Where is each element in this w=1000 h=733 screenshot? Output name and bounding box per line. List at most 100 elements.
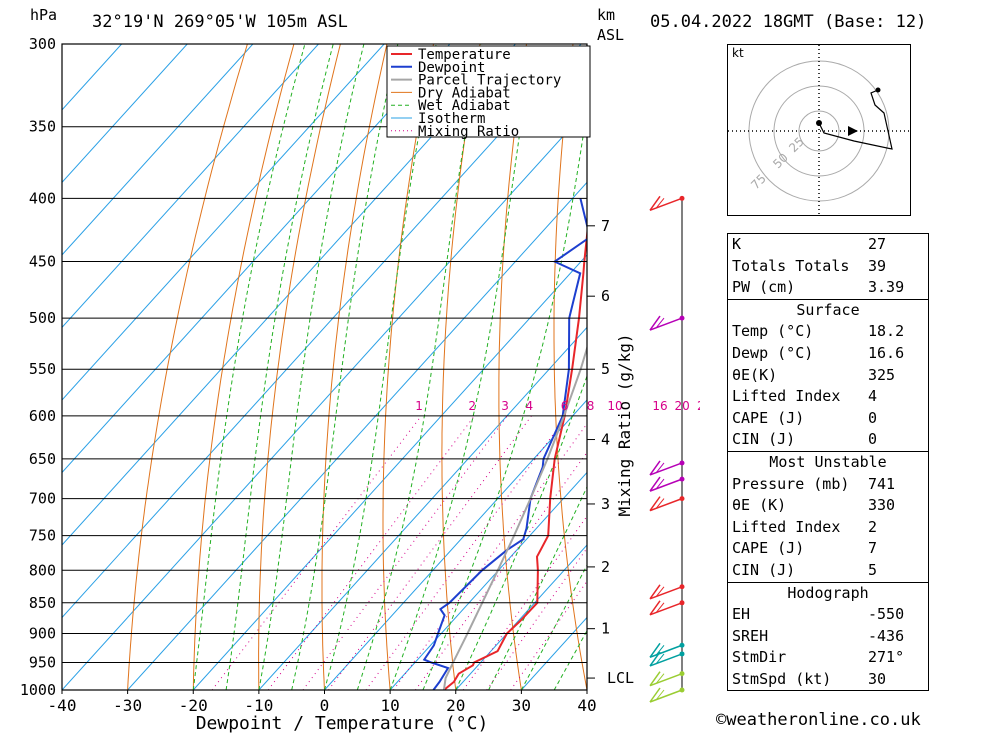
location-title: 32°19'N 269°05'W 105m ASL xyxy=(92,12,348,32)
mixing-ratio-label: 16 xyxy=(652,399,667,413)
pressure-tick-label: 550 xyxy=(29,360,56,378)
mixing-ratio-axis-label: Mixing Ratio (g/kg) xyxy=(615,333,634,516)
dry-adiabat-line xyxy=(498,44,527,690)
pressure-tick-label: 350 xyxy=(29,118,56,136)
pressure-tick-label: 950 xyxy=(29,653,56,671)
km-tick-label: 5 xyxy=(601,360,610,378)
index-label: CIN (J) xyxy=(732,560,796,579)
temperature-tick-label: 30 xyxy=(512,696,531,715)
hodograph-ring-label: 75 xyxy=(748,171,769,192)
isotherm-line xyxy=(62,44,582,619)
series-temperature xyxy=(443,226,587,690)
x-axis-label: Dewpoint / Temperature (°C) xyxy=(196,713,489,733)
hodograph-end-marker xyxy=(875,87,881,93)
km-tick-label: 1 xyxy=(601,620,610,638)
mixing-ratio-line xyxy=(486,547,587,690)
wet-adiabat-line xyxy=(356,44,482,690)
hodograph-ring-label: 25 xyxy=(786,134,807,155)
temperature-tick-label: 0 xyxy=(320,696,330,715)
temperature-tick-label: 40 xyxy=(577,696,596,715)
hodograph-index-row: StmSpd (kt) 30 xyxy=(728,669,928,691)
mixing-ratio-label: 6 xyxy=(561,399,569,413)
mixing-ratio-line xyxy=(328,415,532,690)
surface-index-row: θE(K) 325 xyxy=(728,365,928,387)
isotherm-line xyxy=(62,44,516,546)
hodograph-ring-label: 50 xyxy=(770,150,791,171)
surface-section-title: Surface xyxy=(728,298,928,322)
hodograph-index-row: EH -550 xyxy=(728,604,928,626)
wind-barb xyxy=(649,460,685,476)
wet-adiabat-line xyxy=(488,485,587,690)
index-label: Totals Totals xyxy=(732,256,850,275)
isotherm-line xyxy=(324,399,587,690)
index-label: EH xyxy=(732,605,751,624)
pressure-tick-label: 450 xyxy=(29,253,56,271)
dry-adiabat-line xyxy=(382,44,434,690)
index-value: 325 xyxy=(868,365,896,384)
hodograph-index-row: SREH -436 xyxy=(728,626,928,648)
wet-adiabat-line xyxy=(520,564,587,690)
pressure-tick-label: 850 xyxy=(29,594,56,612)
index-label: K xyxy=(732,235,742,253)
legend-entry: Mixing Ratio xyxy=(418,124,519,140)
legend-entry: Isotherm xyxy=(418,111,485,127)
hodograph-start-marker xyxy=(816,120,822,126)
temperature-tick-label: -40 xyxy=(48,696,77,715)
wind-barb xyxy=(649,642,685,658)
surface-index-row: CIN (J) 0 xyxy=(728,429,928,451)
index-label: CIN (J) xyxy=(732,430,796,449)
plot-frame xyxy=(61,43,588,691)
km-tick-label: 7 xyxy=(601,217,610,235)
index-value: 271° xyxy=(868,648,905,667)
index-value: 30 xyxy=(868,669,887,688)
isotherm-line xyxy=(455,544,587,690)
index-value: -550 xyxy=(868,605,905,624)
isotherm-line xyxy=(258,326,587,690)
wind-barb xyxy=(649,671,685,687)
wind-barb xyxy=(649,315,685,331)
index-label: Dewp (°C) xyxy=(732,343,814,362)
temperature-tick-label: -10 xyxy=(244,696,273,715)
index-value: 4 xyxy=(868,387,878,406)
wet-adiabat-line xyxy=(455,374,587,690)
mixing-ratio-label: 25 xyxy=(697,399,700,413)
pressure-tick-label: 800 xyxy=(29,561,56,579)
hpa-label: hPa xyxy=(30,6,58,24)
index-value: 7 xyxy=(868,539,878,558)
isotherm-line xyxy=(62,44,188,184)
mixing-ratio-line xyxy=(267,415,475,690)
temperature-tick-label: 10 xyxy=(380,696,399,715)
isotherm-line xyxy=(192,254,587,690)
index-value: 27 xyxy=(868,235,887,253)
index-label: StmSpd (kt) xyxy=(732,669,832,688)
wind-barb xyxy=(649,195,685,212)
legend-entry: Dewpoint xyxy=(418,60,485,76)
hodograph-ring xyxy=(798,110,840,152)
dry-adiabat-line xyxy=(441,44,481,690)
wet-adiabat-line xyxy=(291,44,399,690)
pressure-tick-label: 700 xyxy=(29,490,56,508)
index-label: Lifted Index xyxy=(732,517,841,536)
surface-index-row: Dewp (°C) 16.6 xyxy=(728,343,928,365)
index-value: 18.2 xyxy=(868,322,905,341)
most-unstable-index-row: Pressure (mb) 741 xyxy=(728,474,928,496)
index-value: 330 xyxy=(868,496,896,515)
wind-barb xyxy=(649,687,685,703)
isotherm-line xyxy=(62,109,587,690)
temperature-tick-label: 20 xyxy=(446,696,465,715)
index-value: 5 xyxy=(868,560,878,579)
wind-barb xyxy=(649,600,685,616)
isotherm-line xyxy=(521,616,587,690)
mixing-ratio-label: 4 xyxy=(525,399,533,413)
general-index-row: Totals Totals 39 xyxy=(728,256,928,278)
pressure-tick-label: 500 xyxy=(29,309,56,327)
km-tick-label: 2 xyxy=(601,558,610,576)
pressure-tick-label: 300 xyxy=(29,35,56,53)
pressure-tick-label: 650 xyxy=(29,450,56,468)
wind-barb xyxy=(649,584,685,600)
isotherm-line xyxy=(62,44,123,111)
wet-adiabat-line xyxy=(324,44,437,690)
hodograph-section-title: Hodograph xyxy=(728,581,928,605)
legend-entry: Wet Adiabat xyxy=(418,98,511,114)
